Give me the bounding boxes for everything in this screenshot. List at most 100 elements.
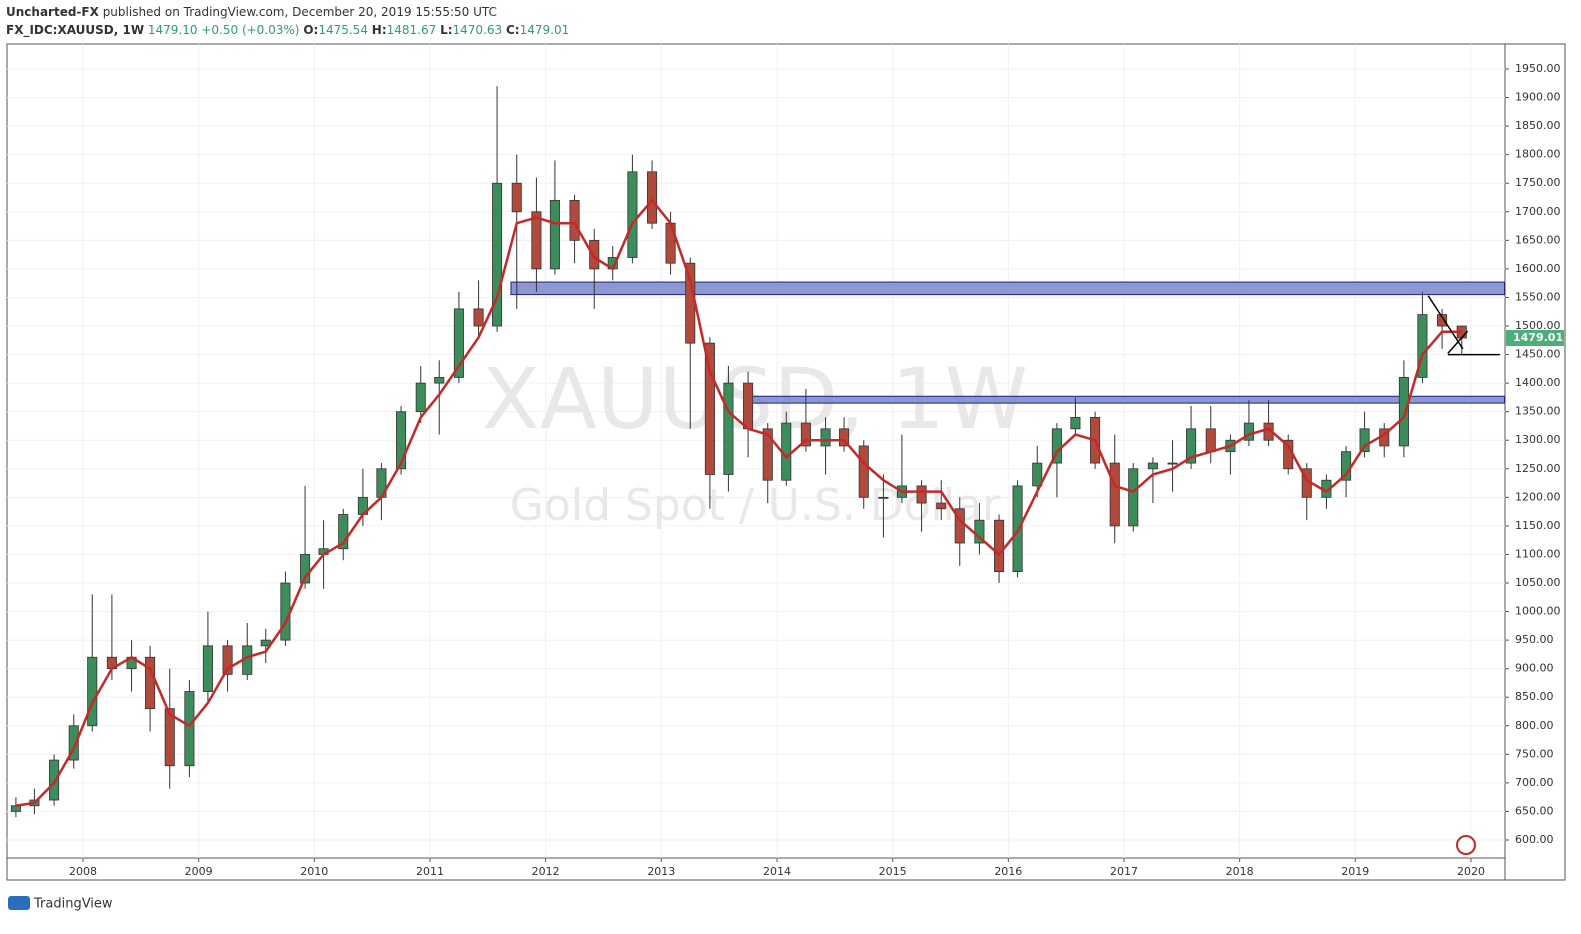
candle-body — [531, 211, 542, 270]
y-tick-label: 1600.00 — [1515, 262, 1561, 275]
candle-body — [916, 485, 927, 504]
candle-body — [453, 308, 464, 378]
candle-body — [1070, 416, 1081, 430]
y-tick-label: 800.00 — [1515, 719, 1554, 732]
candle-body — [820, 428, 831, 447]
candle-body — [300, 554, 311, 584]
candle-body — [704, 342, 715, 475]
candle-body — [1205, 428, 1216, 453]
y-tick-label: 1250.00 — [1515, 462, 1561, 475]
y-tick-label: 1450.00 — [1515, 348, 1561, 361]
x-tick-label: 2014 — [763, 865, 791, 878]
y-tick-label: 1350.00 — [1515, 405, 1561, 418]
candle-body — [1109, 462, 1120, 527]
x-tick-label: 2012 — [532, 865, 560, 878]
candle-body — [1012, 485, 1023, 572]
header-line: Uncharted-FX published on TradingView.co… — [6, 5, 497, 19]
footer-brand: TradingView — [33, 897, 113, 912]
x-tick-label: 2019 — [1341, 865, 1369, 878]
y-tick-label: 700.00 — [1515, 776, 1554, 789]
candle-body — [511, 182, 522, 213]
candle-body — [1243, 422, 1254, 441]
y-tick-label: 950.00 — [1515, 633, 1554, 646]
y-tick-label: 1050.00 — [1515, 576, 1561, 589]
moving-average — [15, 198, 1462, 807]
candle-body — [338, 514, 349, 550]
y-tick-label: 1950.00 — [1515, 62, 1561, 75]
candle-body — [627, 171, 638, 258]
watermark-description: Gold Spot / U.S. Dollar — [510, 480, 1001, 531]
candle-body — [1167, 462, 1178, 465]
x-tick-label: 2017 — [1110, 865, 1138, 878]
x-tick-label: 2018 — [1226, 865, 1254, 878]
candle-body — [569, 199, 580, 241]
candle-body — [280, 582, 291, 641]
candle-body — [49, 759, 60, 801]
candle-body — [1359, 428, 1370, 453]
x-tick-label: 2009 — [185, 865, 213, 878]
low: 1470.63 — [453, 23, 503, 37]
x-tick-label: 2016 — [994, 865, 1022, 878]
x-tick-label: 2013 — [647, 865, 675, 878]
candle-body — [878, 496, 889, 499]
l-label: L: — [440, 23, 452, 37]
candle-body — [415, 382, 426, 413]
candle-body — [87, 656, 98, 727]
y-tick-label: 1100.00 — [1515, 547, 1561, 560]
candle-body — [723, 382, 734, 475]
candle-body — [1032, 462, 1043, 487]
close: 1479.01 — [520, 23, 570, 37]
candle-body — [994, 519, 1005, 572]
c-label: C: — [506, 23, 520, 37]
candle-body — [800, 422, 811, 447]
candle-body — [202, 645, 213, 692]
candle-body — [10, 805, 21, 812]
open: 1475.54 — [318, 23, 368, 37]
price: 1479.10 — [148, 23, 198, 37]
y-tick-label: 1550.00 — [1515, 290, 1561, 303]
event-icon — [1456, 835, 1476, 855]
logo-icon — [8, 896, 30, 910]
candle-body — [222, 645, 233, 675]
published: published on TradingView.com, December 2… — [103, 5, 497, 19]
candle-body — [974, 519, 985, 544]
zone — [510, 281, 1506, 296]
candle-body — [145, 656, 156, 710]
candle-body — [164, 708, 175, 767]
x-tick-label: 2010 — [300, 865, 328, 878]
y-tick-label: 1900.00 — [1515, 91, 1561, 104]
y-tick-label: 650.00 — [1515, 804, 1554, 817]
x-tick-label: 2011 — [416, 865, 444, 878]
candle-body — [685, 262, 696, 344]
y-tick-label: 600.00 — [1515, 833, 1554, 846]
y-tick-label: 1150.00 — [1515, 519, 1561, 532]
y-tick-label: 850.00 — [1515, 690, 1554, 703]
zone — [744, 395, 1506, 404]
candle-body — [743, 382, 754, 430]
candle-body — [1417, 314, 1428, 378]
candle-body — [936, 502, 947, 510]
candle-body — [858, 445, 869, 498]
candle-body — [434, 377, 445, 384]
y-tick-label: 1200.00 — [1515, 490, 1561, 503]
y-tick-label: 1300.00 — [1515, 433, 1561, 446]
last-price-label: 1479.01 — [1513, 331, 1563, 344]
y-tick-label: 1700.00 — [1515, 205, 1561, 218]
last-price-box — [1506, 330, 1564, 347]
candle-body — [839, 428, 850, 447]
y-tick-label: 750.00 — [1515, 747, 1554, 760]
symbol: FX_IDC:XAUUSD, 1W — [6, 23, 144, 38]
candle-body — [1437, 314, 1448, 327]
candle-body — [589, 239, 600, 270]
y-tick-label: 1850.00 — [1515, 119, 1561, 132]
y-tick-label: 1650.00 — [1515, 233, 1561, 246]
symbol-line: FX_IDC:XAUUSD, 1W 1479.10 +0.50 (+0.03%)… — [6, 23, 569, 38]
candle-body — [396, 411, 407, 470]
h-label: H: — [372, 23, 387, 37]
candle-body — [473, 308, 484, 327]
candle-body — [68, 725, 79, 761]
candle-body — [647, 171, 658, 224]
x-tick-label: 2008 — [69, 865, 97, 878]
x-tick-label: 2015 — [879, 865, 907, 878]
